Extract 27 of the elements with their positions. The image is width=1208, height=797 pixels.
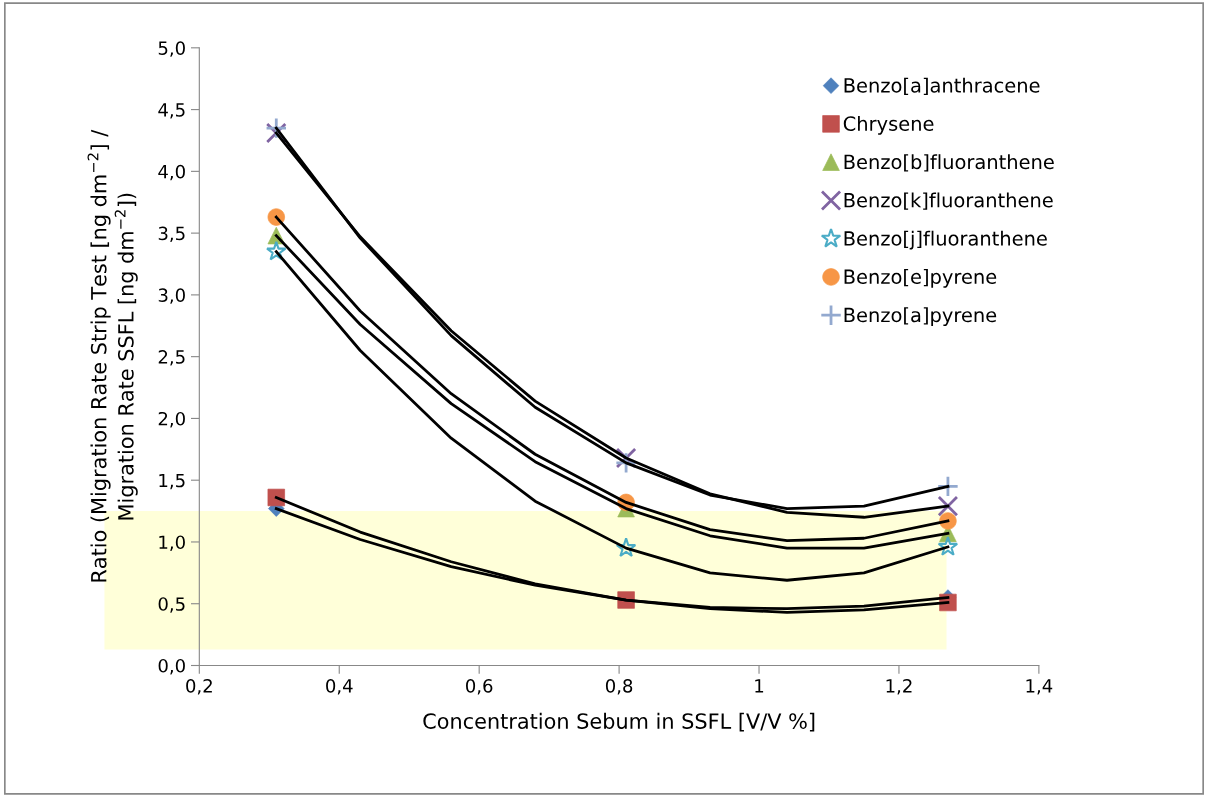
- x-tick-label: 0,4: [326, 679, 353, 695]
- x-tick-label: 1,2: [886, 679, 912, 695]
- y-tick-label: 4,5: [158, 103, 185, 119]
- x-axis-title: Concentration Sebum in SSFL [V/V %]: [423, 712, 815, 732]
- y-tick-label: 1,5: [159, 473, 185, 490]
- y-tick-label: 2,0: [158, 411, 185, 428]
- legend-label: Benzo[k]fluoranthene: [844, 192, 1053, 210]
- y-tick-label: 4,0: [158, 164, 185, 181]
- legend-label: Benzo[e]pyrene: [844, 268, 997, 288]
- x-tick-label: 0,2: [186, 679, 212, 695]
- x-tick-label: 0,6: [466, 679, 493, 695]
- legend-label: Benzo[a]pyrene: [844, 307, 997, 327]
- y-tick-label: 0,5: [158, 597, 185, 613]
- x-tick-label: 1,4: [1026, 679, 1053, 695]
- legend-label: Chrysene: [843, 115, 934, 135]
- x-tick-label: 0,8: [605, 679, 633, 695]
- legend-label: Benzo[b]fluoranthene: [844, 154, 1054, 172]
- y-tick-label: 3,5: [158, 226, 185, 243]
- y-tick-label: 1,0: [159, 535, 185, 551]
- y-tick-label: 3,0: [158, 288, 185, 304]
- legend-label: Benzo[j]fluoranthene: [844, 230, 1047, 250]
- y-tick-label: 5,0: [158, 41, 185, 57]
- y-tick-label: 2,5: [158, 350, 185, 366]
- x-tick-label: 1: [755, 679, 764, 693]
- legend-label: Benzo[a]anthracene: [844, 77, 1040, 96]
- y-tick-label: 0,0: [158, 658, 185, 675]
- text: Ratio (Migration Rate Strip Test [ng dm$^{−2}$] / Migration Rate SSFL [ng dm$^{−2}$]): [87, 129, 138, 582]
